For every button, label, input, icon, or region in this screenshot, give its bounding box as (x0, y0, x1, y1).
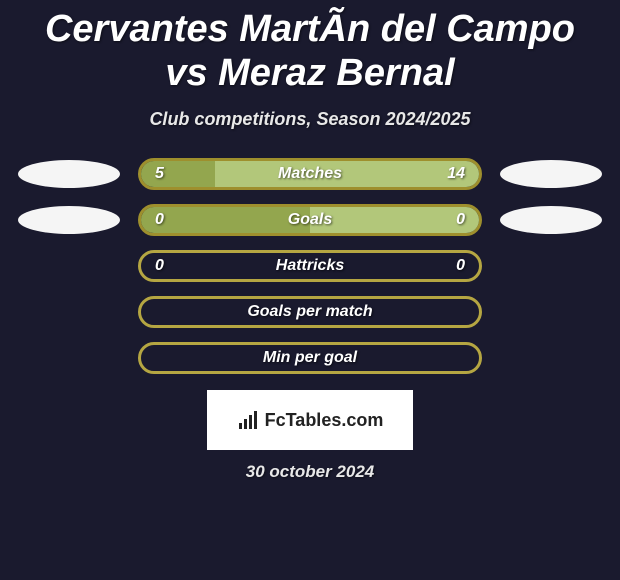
date-text: 30 october 2024 (0, 462, 620, 482)
page-title: Cervantes MartÃ­n del Campo vs Meraz Ber… (0, 0, 620, 95)
bar-left-fill (141, 207, 310, 233)
comparison-row: Goals per match (0, 296, 620, 328)
player-left-avatar (18, 160, 120, 188)
comparison-row: 5 Matches 14 (0, 158, 620, 190)
stat-bar: Goals per match (138, 296, 482, 328)
player-right-avatar (500, 160, 602, 188)
bar-left-fill (141, 161, 215, 187)
player-right-avatar (500, 206, 602, 234)
stat-bar: 5 Matches 14 (138, 158, 482, 190)
footer-card: FcTables.com (207, 390, 413, 450)
comparison-row: 0 Goals 0 (0, 204, 620, 236)
subtitle: Club competitions, Season 2024/2025 (0, 109, 620, 130)
stat-bar: Min per goal (138, 342, 482, 374)
stat-bar: 0 Hattricks 0 (138, 250, 482, 282)
stat-value-right: 14 (447, 165, 465, 183)
stat-value-right: 0 (456, 257, 465, 275)
stat-value-right: 0 (456, 211, 465, 229)
stat-label: Goals per match (247, 303, 372, 321)
player-left-avatar (18, 206, 120, 234)
stat-label: Matches (278, 165, 342, 183)
stat-label: Hattricks (276, 257, 344, 275)
bar-right-fill (310, 207, 479, 233)
stat-label: Goals (288, 211, 332, 229)
stat-value-left: 0 (155, 211, 164, 229)
stat-value-left: 0 (155, 257, 164, 275)
stat-bar: 0 Goals 0 (138, 204, 482, 236)
chart-icon (237, 409, 259, 431)
comparison-row: Min per goal (0, 342, 620, 374)
footer-text: FcTables.com (265, 410, 384, 431)
comparison-row: 0 Hattricks 0 (0, 250, 620, 282)
bar-right-fill (215, 161, 479, 187)
comparison-rows: 5 Matches 14 0 Goals 0 0 Hattricks 0 Goals per ma… (0, 158, 620, 374)
stat-value-left: 5 (155, 165, 164, 183)
stat-label: Min per goal (263, 349, 357, 367)
